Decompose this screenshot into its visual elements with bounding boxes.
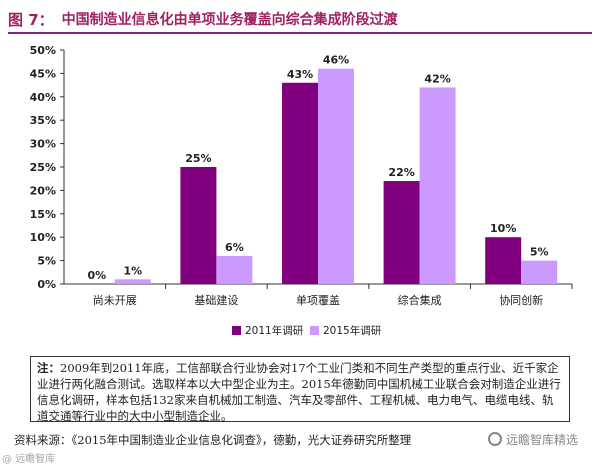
- data-label: 5%: [530, 246, 549, 259]
- bar: [383, 181, 420, 284]
- data-label: 43%: [287, 68, 313, 81]
- data-label: 0%: [87, 269, 106, 282]
- watermark-text: 远瞻智库精选: [506, 432, 579, 447]
- x-tick-label: 协同创新: [499, 293, 543, 307]
- y-tick-label: 20%: [30, 184, 56, 197]
- bar-chart: 0% 5% 10% 15% 20% 25% 30% 35% 40% 45% 50% 0% 1% 尚未开展 2…: [30, 44, 573, 337]
- legend-label: 2011年调研: [245, 324, 304, 337]
- x-tick-label: 基础建设: [194, 293, 238, 307]
- x-tick-label: 单项覆盖: [296, 293, 340, 307]
- data-label: 22%: [388, 166, 414, 179]
- y-tick-label: 25%: [30, 161, 56, 174]
- bar: [180, 167, 217, 284]
- y-tick-label: 5%: [37, 255, 56, 268]
- legend-label: 2015年调研: [323, 324, 382, 337]
- x-tick-label: 尚未开展: [93, 293, 137, 307]
- data-label: 46%: [323, 54, 349, 67]
- bar: [419, 87, 456, 284]
- watermark-logo-icon: [488, 432, 502, 446]
- y-tick-label: 35%: [30, 114, 56, 127]
- note-text: 2009年到2011年底，工信部联合行业协会对17个工业门类和不同生产类型的重点…: [37, 361, 561, 422]
- data-label: 6%: [225, 241, 244, 254]
- source-text: 资料来源：《2015年中国制造业企业信息化调查》，德勤，光大证券研究所整理: [14, 433, 412, 447]
- figure-label: 图 7：: [8, 10, 54, 29]
- figure-title: 中国制造业信息化由单项业务覆盖向综合集成阶段过渡: [61, 12, 398, 28]
- x-tick-label: 综合集成: [398, 293, 442, 307]
- data-label: 25%: [185, 152, 211, 165]
- y-tick-label: 15%: [30, 208, 56, 221]
- y-tick-label: 40%: [30, 91, 56, 104]
- y-tick-label: 0%: [37, 278, 56, 291]
- corner-watermark: @ 远瞻智库: [2, 454, 56, 465]
- legend-swatch: [232, 326, 241, 335]
- data-label: 1%: [123, 264, 142, 277]
- bar: [318, 68, 354, 284]
- note-label: 注：: [37, 361, 60, 375]
- watermark: 远瞻智库精选: [488, 428, 588, 450]
- y-tick-label: 45%: [30, 67, 56, 80]
- y-tick-label: 50%: [30, 44, 56, 57]
- data-label: 42%: [424, 72, 450, 85]
- data-label: 10%: [490, 222, 516, 235]
- y-tick-label: 10%: [30, 231, 56, 244]
- y-tick-label: 30%: [30, 138, 56, 151]
- bar: [521, 260, 558, 284]
- legend-swatch: [310, 326, 319, 335]
- note-box: 注：2009年到2011年底，工信部联合行业协会对17个工业门类和不同生产类型的…: [30, 356, 570, 422]
- bar: [114, 279, 151, 284]
- bar: [216, 255, 253, 284]
- bar: [485, 237, 522, 284]
- bar: [282, 82, 318, 284]
- figure-title-bar: 图 7： 中国制造业信息化由单项业务覆盖向综合集成阶段过渡: [8, 6, 592, 34]
